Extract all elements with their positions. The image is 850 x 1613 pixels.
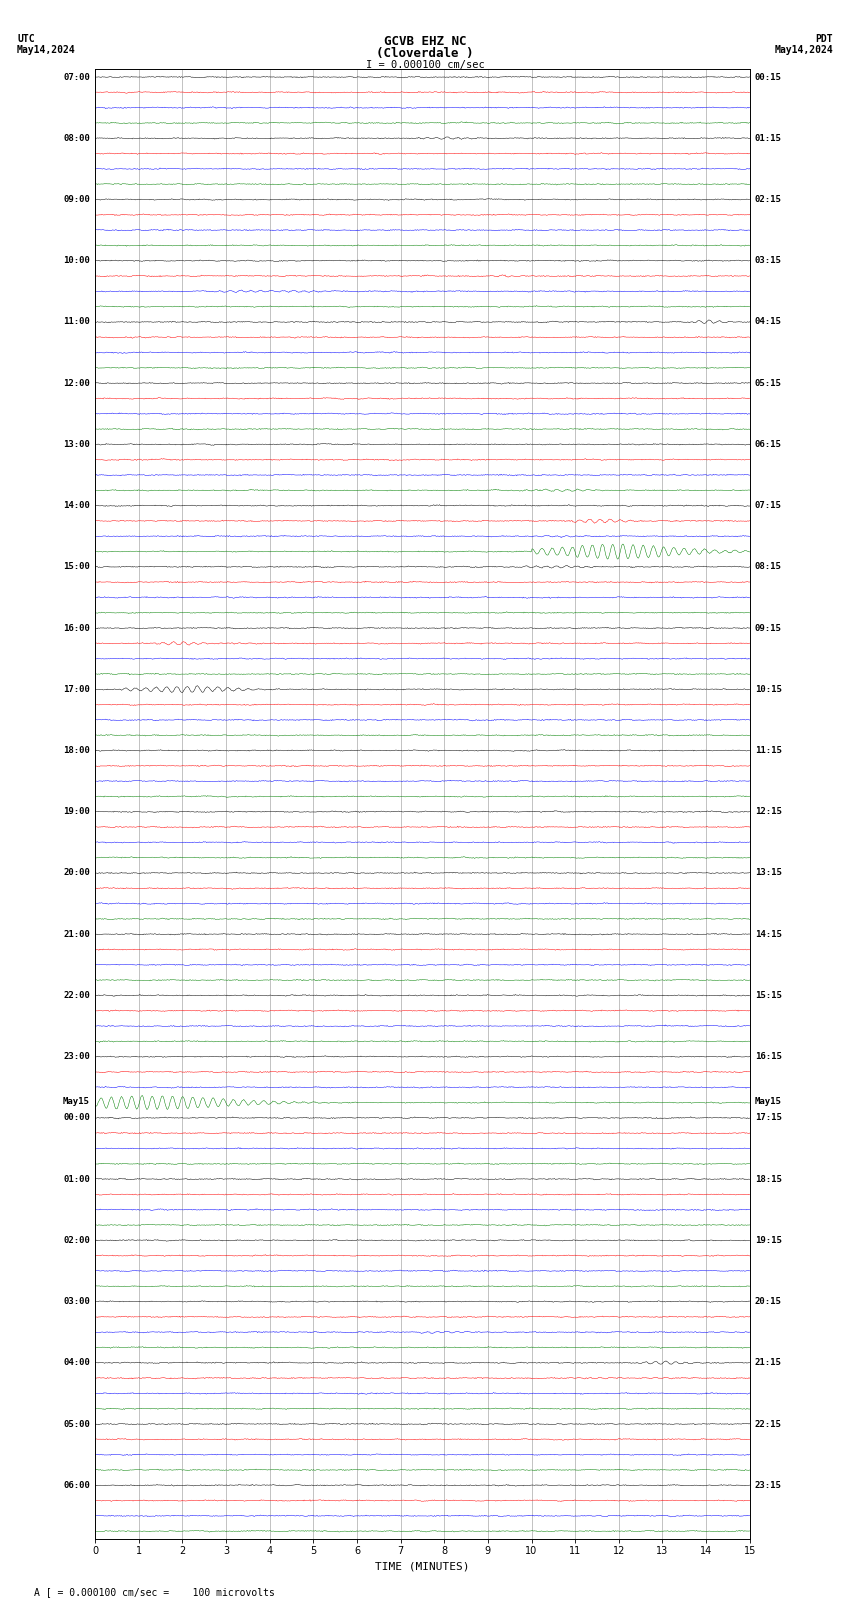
Text: 04:15: 04:15 bbox=[755, 318, 782, 326]
Text: 06:00: 06:00 bbox=[63, 1481, 90, 1490]
Text: 16:15: 16:15 bbox=[755, 1052, 782, 1061]
Text: May14,2024: May14,2024 bbox=[17, 45, 76, 55]
Text: 10:15: 10:15 bbox=[755, 686, 782, 694]
Text: GCVB EHZ NC: GCVB EHZ NC bbox=[383, 35, 467, 48]
Text: 01:15: 01:15 bbox=[755, 134, 782, 142]
Text: 21:00: 21:00 bbox=[63, 929, 90, 939]
Text: 11:15: 11:15 bbox=[755, 745, 782, 755]
Text: 13:00: 13:00 bbox=[63, 440, 90, 448]
Text: UTC: UTC bbox=[17, 34, 35, 44]
Text: May14,2024: May14,2024 bbox=[774, 45, 833, 55]
Text: 05:15: 05:15 bbox=[755, 379, 782, 387]
Text: (Cloverdale ): (Cloverdale ) bbox=[377, 47, 473, 60]
Text: 02:15: 02:15 bbox=[755, 195, 782, 203]
Text: 15:00: 15:00 bbox=[63, 563, 90, 571]
Text: 09:00: 09:00 bbox=[63, 195, 90, 203]
Text: A [ = 0.000100 cm/sec =    100 microvolts: A [ = 0.000100 cm/sec = 100 microvolts bbox=[34, 1587, 275, 1597]
Text: 12:15: 12:15 bbox=[755, 806, 782, 816]
Text: 06:15: 06:15 bbox=[755, 440, 782, 448]
Text: 01:00: 01:00 bbox=[63, 1174, 90, 1184]
Text: 08:00: 08:00 bbox=[63, 134, 90, 142]
Text: 03:15: 03:15 bbox=[755, 256, 782, 265]
Text: 07:00: 07:00 bbox=[63, 73, 90, 82]
Text: 02:00: 02:00 bbox=[63, 1236, 90, 1245]
Text: 20:15: 20:15 bbox=[755, 1297, 782, 1307]
Text: 04:00: 04:00 bbox=[63, 1358, 90, 1368]
Text: 20:00: 20:00 bbox=[63, 868, 90, 877]
Text: 10:00: 10:00 bbox=[63, 256, 90, 265]
Text: 05:00: 05:00 bbox=[63, 1419, 90, 1429]
Text: 17:15: 17:15 bbox=[755, 1113, 782, 1123]
Text: 21:15: 21:15 bbox=[755, 1358, 782, 1368]
Text: 15:15: 15:15 bbox=[755, 990, 782, 1000]
Text: 09:15: 09:15 bbox=[755, 624, 782, 632]
Text: 14:15: 14:15 bbox=[755, 929, 782, 939]
Text: 23:15: 23:15 bbox=[755, 1481, 782, 1490]
Text: 11:00: 11:00 bbox=[63, 318, 90, 326]
Text: 12:00: 12:00 bbox=[63, 379, 90, 387]
Text: 18:15: 18:15 bbox=[755, 1174, 782, 1184]
Text: 13:15: 13:15 bbox=[755, 868, 782, 877]
Text: 18:00: 18:00 bbox=[63, 745, 90, 755]
Text: 16:00: 16:00 bbox=[63, 624, 90, 632]
Text: PDT: PDT bbox=[815, 34, 833, 44]
Text: 17:00: 17:00 bbox=[63, 686, 90, 694]
Text: 19:15: 19:15 bbox=[755, 1236, 782, 1245]
Text: 07:15: 07:15 bbox=[755, 502, 782, 510]
Text: 08:15: 08:15 bbox=[755, 563, 782, 571]
Text: 00:15: 00:15 bbox=[755, 73, 782, 82]
Text: 22:15: 22:15 bbox=[755, 1419, 782, 1429]
Text: 23:00: 23:00 bbox=[63, 1052, 90, 1061]
Text: May15: May15 bbox=[63, 1097, 90, 1107]
Text: 00:00: 00:00 bbox=[63, 1113, 90, 1123]
Text: 03:00: 03:00 bbox=[63, 1297, 90, 1307]
Text: 19:00: 19:00 bbox=[63, 806, 90, 816]
Text: I = 0.000100 cm/sec: I = 0.000100 cm/sec bbox=[366, 60, 484, 69]
X-axis label: TIME (MINUTES): TIME (MINUTES) bbox=[375, 1561, 470, 1571]
Text: 14:00: 14:00 bbox=[63, 502, 90, 510]
Text: May15: May15 bbox=[755, 1097, 782, 1107]
Text: 22:00: 22:00 bbox=[63, 990, 90, 1000]
